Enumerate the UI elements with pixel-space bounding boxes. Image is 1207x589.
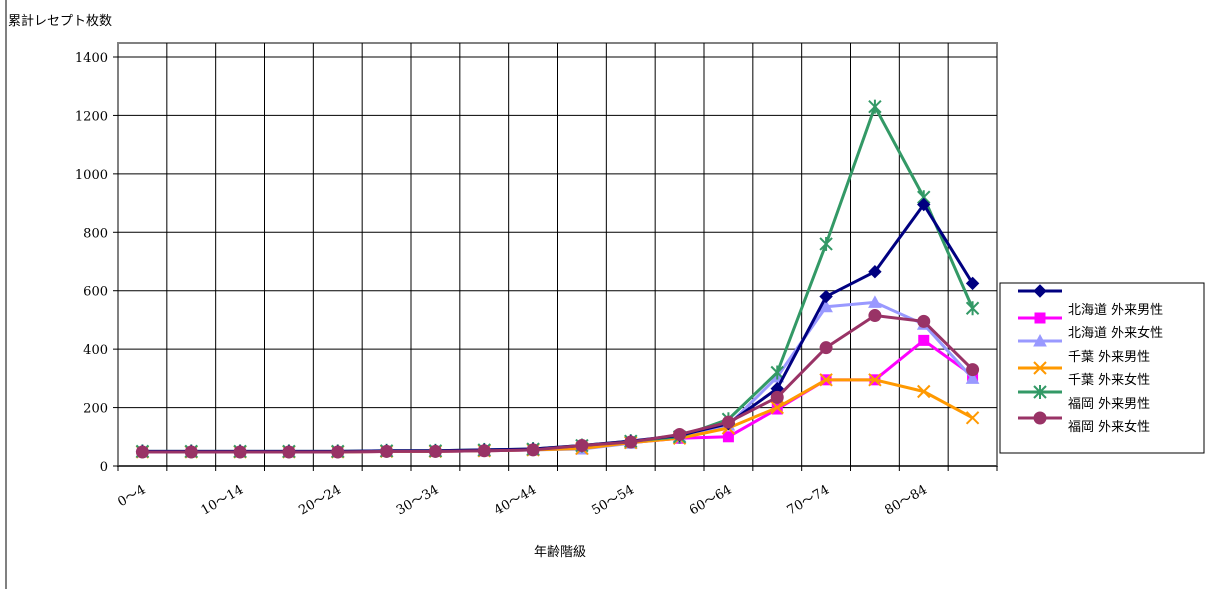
x-tick-label: 80～84 xyxy=(882,482,929,518)
legend-swatch xyxy=(1018,312,1062,324)
data-point-star xyxy=(1033,385,1047,399)
data-point-square xyxy=(918,334,930,346)
x-axis-title: 年齢階級 xyxy=(534,545,586,560)
legend-swatch xyxy=(1018,361,1062,375)
y-tick-label: 600 xyxy=(83,285,108,300)
legend-swatch xyxy=(1018,411,1062,425)
data-point-circle xyxy=(819,341,833,355)
x-tick-label: 50～54 xyxy=(589,482,636,518)
x-tick-label: 40～44 xyxy=(492,482,539,518)
data-point-circle xyxy=(721,415,735,429)
series-lines xyxy=(135,99,980,459)
grid xyxy=(117,42,998,467)
x-tick-label: 20～24 xyxy=(296,482,343,518)
legend-label: 千葉 外来男性 xyxy=(1068,350,1150,365)
data-point-star xyxy=(819,236,833,251)
series-line xyxy=(142,314,974,454)
data-point-star xyxy=(770,365,784,380)
data-point-x xyxy=(965,411,980,425)
data-point-circle xyxy=(477,444,491,458)
legend-swatch xyxy=(1018,385,1062,399)
data-point-triangle xyxy=(965,371,980,384)
series-5 xyxy=(135,309,980,459)
x-tick-label: 10～14 xyxy=(199,482,246,518)
data-point-circle xyxy=(428,444,442,458)
y-tick-label: 200 xyxy=(83,402,108,417)
y-axis-title: 累計レセプト枚数 xyxy=(8,13,112,29)
legend-label: 北海道 外来男性 xyxy=(1068,303,1163,318)
y-tick-label: 400 xyxy=(83,343,108,358)
data-point-circle xyxy=(673,427,687,441)
data-point-circle xyxy=(868,309,882,323)
data-point-diamond xyxy=(1033,284,1047,298)
data-point-x xyxy=(868,373,882,387)
data-point-square xyxy=(722,431,734,443)
data-point-x xyxy=(917,384,931,399)
y-tick-label: 0 xyxy=(100,460,108,475)
data-point-circle xyxy=(966,363,980,377)
data-point-circle xyxy=(282,445,296,459)
data-point-circle xyxy=(770,390,784,404)
data-point-x xyxy=(770,400,784,415)
y-tick-label: 1200 xyxy=(75,109,108,124)
data-point-circle xyxy=(380,444,394,458)
y-tick-label: 1400 xyxy=(75,51,108,66)
data-point-circle xyxy=(233,445,247,459)
y-tick-label: 1000 xyxy=(75,168,108,183)
legend-label: 福岡 外来男性 xyxy=(1068,397,1150,412)
data-point-circle xyxy=(624,435,638,449)
data-point-x xyxy=(1033,361,1047,375)
data-point-diamond xyxy=(819,289,833,304)
data-point-circle xyxy=(184,445,198,459)
legend-swatch xyxy=(1018,284,1062,298)
data-point-triangle xyxy=(1033,333,1047,347)
data-point-circle xyxy=(526,443,540,457)
data-point-diamond xyxy=(868,265,882,279)
x-tick-label: 0～4 xyxy=(115,482,148,510)
y-tick-label: 800 xyxy=(83,226,108,241)
data-point-star xyxy=(868,99,882,114)
data-point-circle xyxy=(1033,411,1047,425)
legend-label: 千葉 外来女性 xyxy=(1068,372,1150,388)
data-point-circle xyxy=(135,445,149,459)
data-point-triangle xyxy=(868,295,882,308)
data-point-star xyxy=(965,301,980,316)
x-tick-label: 30～34 xyxy=(394,482,441,518)
data-point-circle xyxy=(331,445,345,459)
data-point-diamond xyxy=(965,276,980,291)
data-point-circle xyxy=(917,314,931,328)
data-point-diamond xyxy=(917,197,931,212)
legend-label: 北海道 外来女性 xyxy=(1068,325,1163,341)
legend-label: 福岡 外来女性 xyxy=(1068,419,1150,435)
legend-swatch xyxy=(1018,333,1062,347)
data-point-square xyxy=(1034,312,1046,324)
data-point-circle xyxy=(575,439,589,453)
x-tick-label: 70～74 xyxy=(785,482,832,518)
data-point-triangle xyxy=(819,299,833,313)
data-point-x xyxy=(819,373,833,387)
x-tick-label: 60～64 xyxy=(687,482,734,518)
